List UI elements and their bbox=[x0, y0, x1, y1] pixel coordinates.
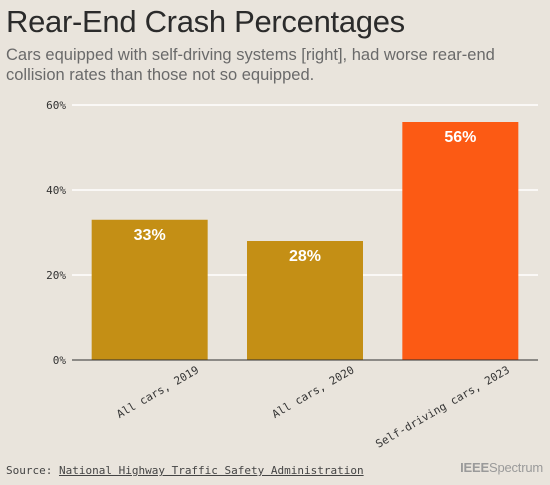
bar-chart: 0% 20% 40% 60% 33% All cars, 2019 28% All cars,… bbox=[46, 99, 538, 450]
x-tick-label: Self-driving cars, 2023 bbox=[373, 363, 511, 450]
brand-ieee: IEEE bbox=[460, 460, 489, 475]
bar bbox=[247, 241, 363, 360]
chart-subtitle: Cars equipped with self-driving systems … bbox=[6, 46, 495, 84]
bar-value-label: 56% bbox=[444, 129, 476, 146]
y-tick-label: 40% bbox=[46, 184, 66, 197]
y-tick-label: 20% bbox=[46, 269, 66, 282]
bar bbox=[91, 219, 208, 360]
brand-logo: IEEESpectrum bbox=[460, 460, 543, 475]
source-note: Source: National Highway Traffic Safety … bbox=[6, 464, 364, 477]
x-tick-label: All cars, 2019 bbox=[114, 363, 201, 421]
y-tick-label: 60% bbox=[46, 99, 66, 112]
chart-title: Rear-End Crash Percentages bbox=[6, 4, 405, 39]
bar-value-label: 33% bbox=[134, 227, 166, 244]
x-tick-label: All cars, 2020 bbox=[270, 363, 357, 421]
bar bbox=[402, 122, 519, 360]
y-tick-label: 0% bbox=[53, 354, 67, 367]
source-link[interactable]: National Highway Traffic Safety Administ… bbox=[58, 464, 364, 477]
source-label: Source: bbox=[6, 464, 53, 477]
brand-spectrum: Spectrum bbox=[488, 460, 543, 475]
bar-value-label: 28% bbox=[289, 248, 321, 265]
